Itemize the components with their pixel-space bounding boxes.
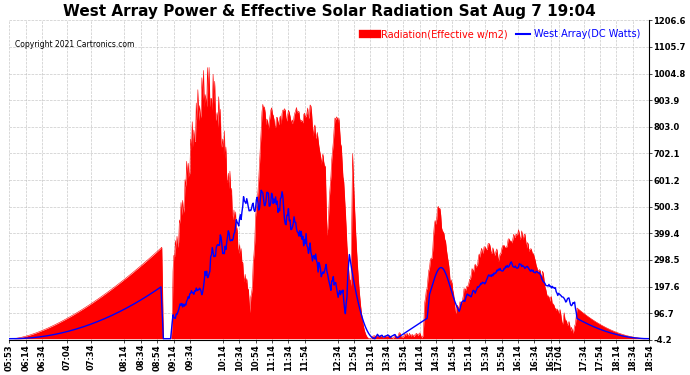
Text: Copyright 2021 Cartronics.com: Copyright 2021 Cartronics.com	[15, 39, 135, 48]
Legend: Radiation(Effective w/m2), West Array(DC Watts): Radiation(Effective w/m2), West Array(DC…	[359, 25, 644, 43]
Title: West Array Power & Effective Solar Radiation Sat Aug 7 19:04: West Array Power & Effective Solar Radia…	[63, 4, 595, 19]
